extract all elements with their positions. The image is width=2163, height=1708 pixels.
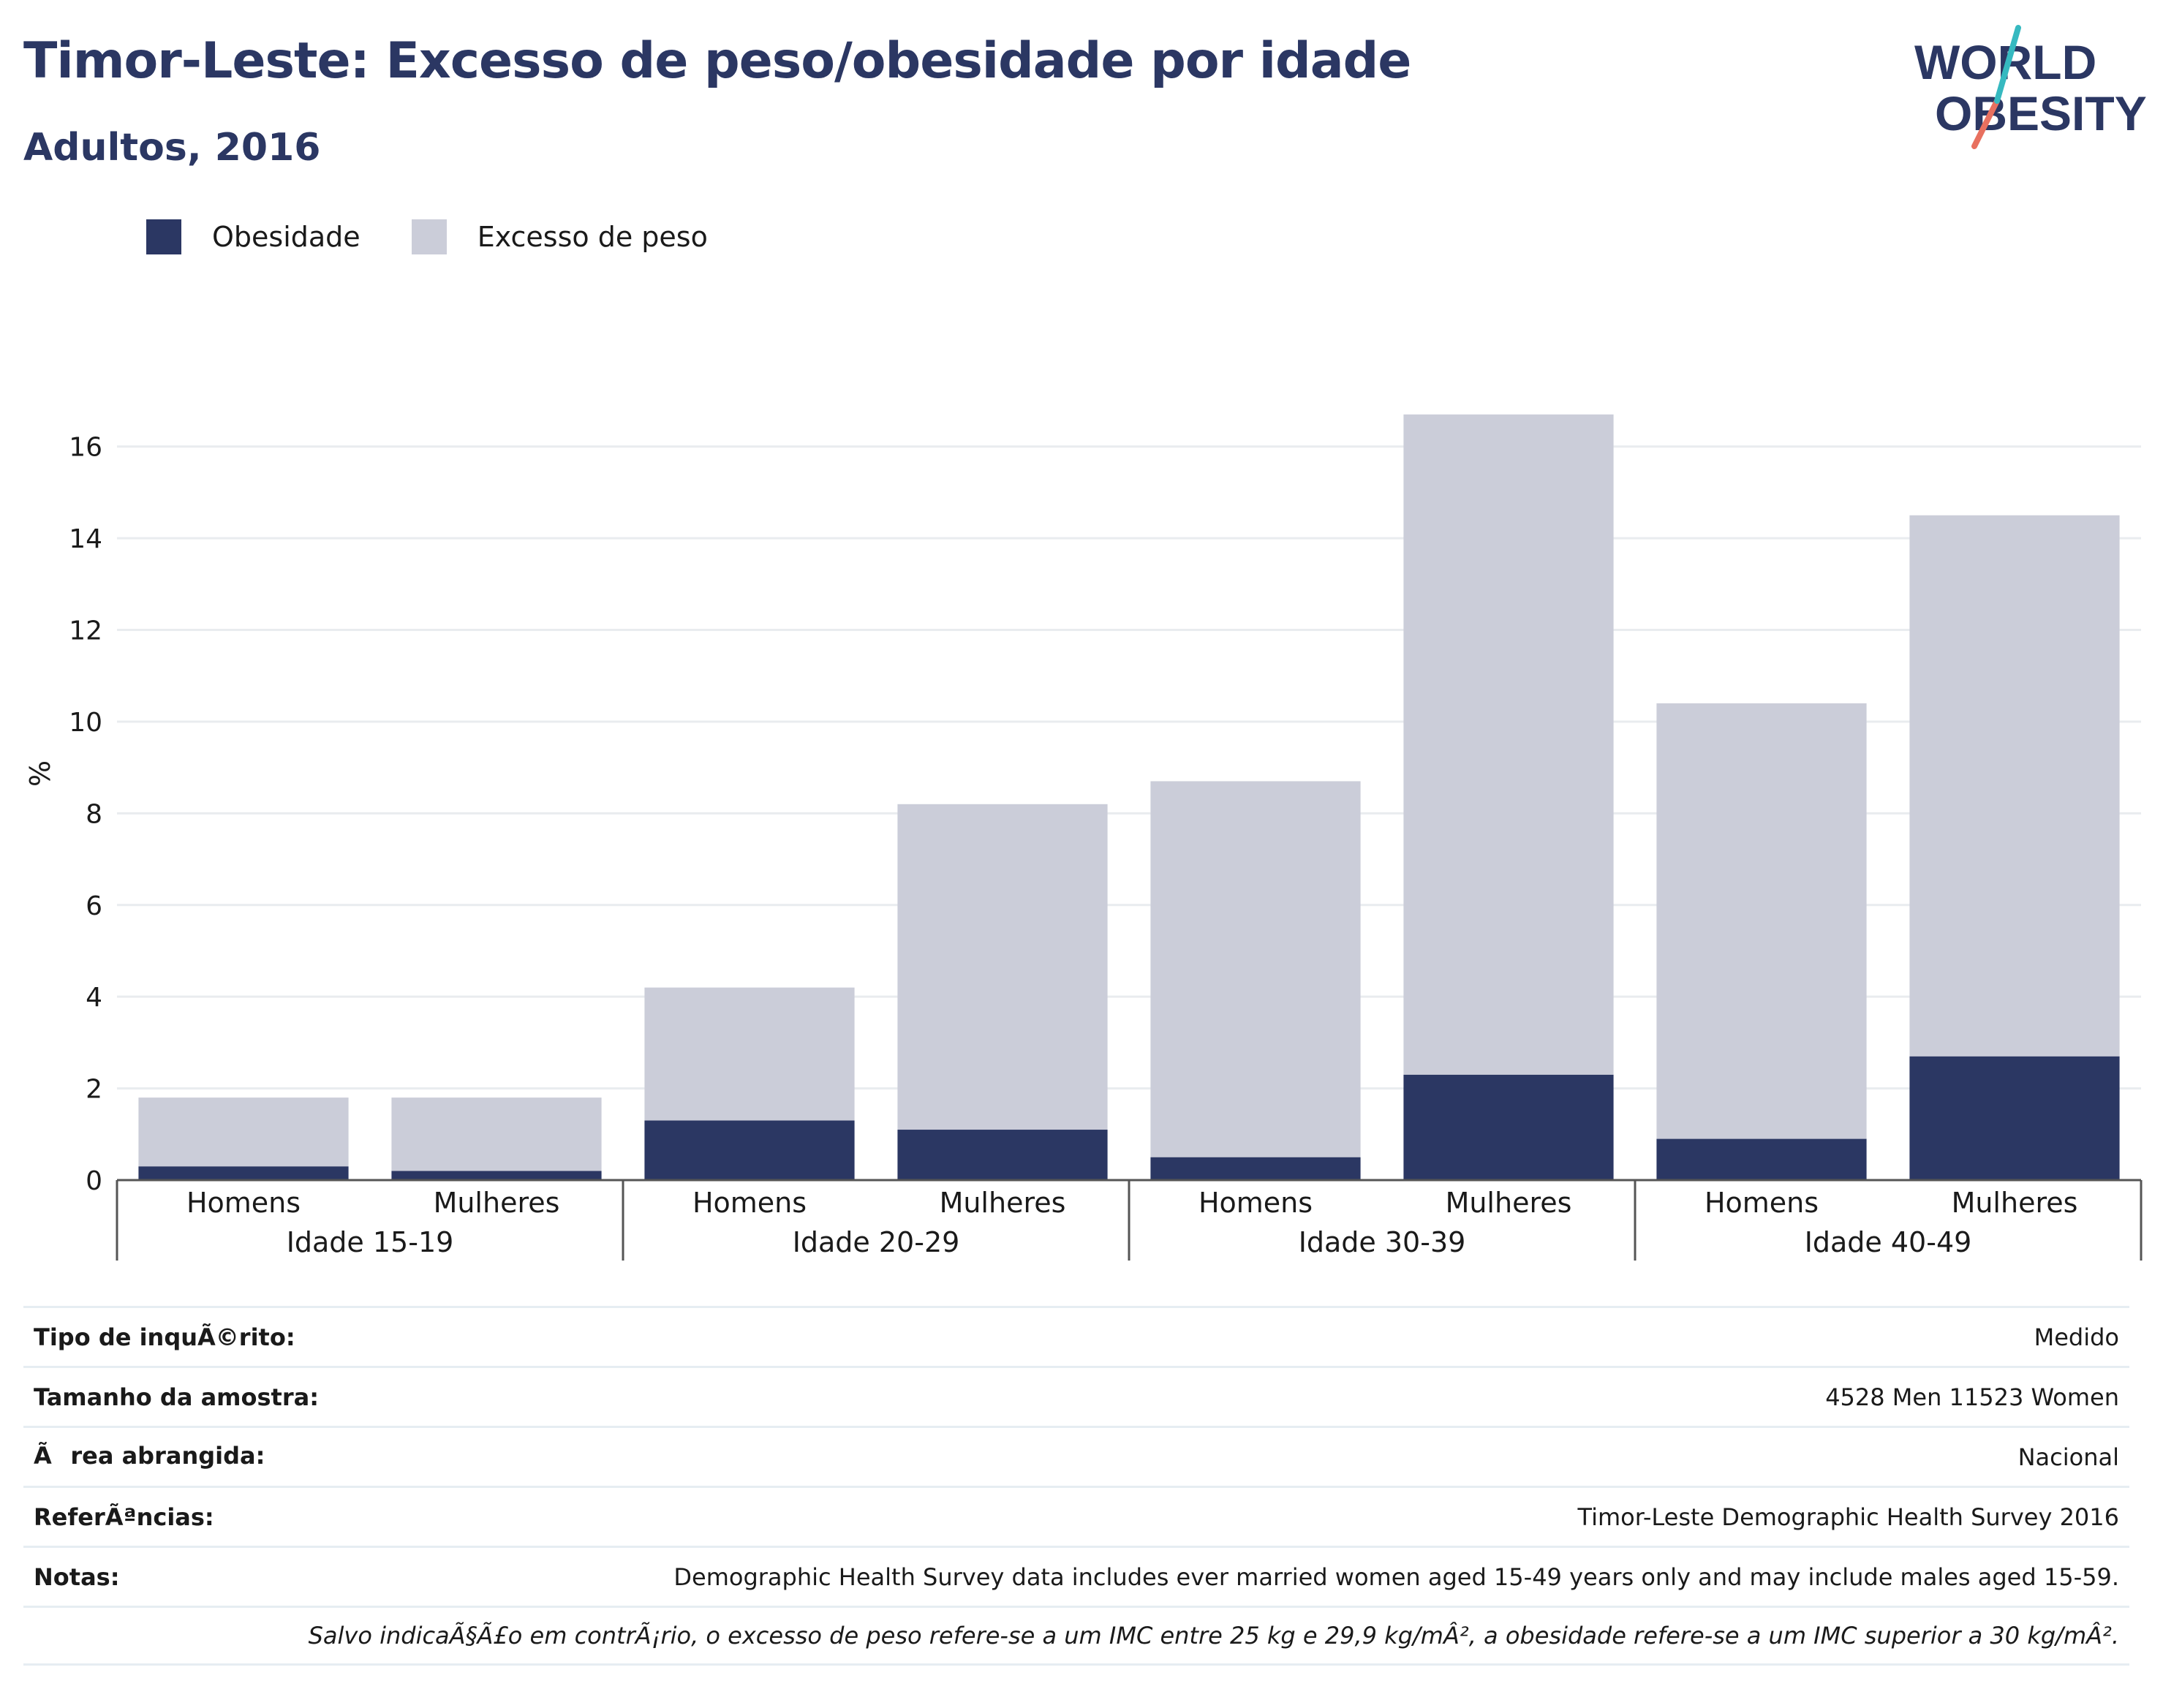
info-row-references: ReferÃªncias: Timor-Leste Demographic He… [23, 1486, 2129, 1546]
y-tick-label: 10 [69, 708, 102, 738]
legend-swatch-overweight [411, 219, 447, 254]
stacked-bar-chart: 0 2 4 6 8 10 12 14 16 Homens Mulheres Homens Mulhere… [24, 414, 2143, 1261]
logo-slash-teal [1994, 25, 2021, 104]
logo-line2: OBESITY [1935, 86, 2147, 140]
logo-slash-coral [1971, 98, 2000, 149]
legend-item-obesity[interactable]: Obesidade [146, 219, 360, 254]
x-group-label: Idade 30-39 [1299, 1226, 1466, 1258]
x-tick-label: Homens [1198, 1187, 1313, 1219]
chart-title: Timor-Leste: Excesso de peso/obesidade p… [23, 32, 1411, 90]
legend-swatch-obesity [146, 219, 181, 254]
bar-obesity [1909, 1056, 2120, 1180]
y-tick-label: 0 [86, 1166, 102, 1196]
bar-overweight [391, 1097, 602, 1171]
chart-legend: Obesidade Excesso de peso [146, 216, 759, 257]
bar-overweight [1403, 414, 1614, 1075]
y-tick-label: 16 [69, 433, 102, 463]
bar-obesity [1656, 1138, 1867, 1180]
info-label: Tipo de inquÃ©rito: [34, 1323, 295, 1351]
y-tick-label: 12 [69, 616, 102, 646]
bar-overweight [1909, 515, 2120, 1057]
footnote-text: Salvo indicaÃ§Ã£o em contrÃ¡rio, o exces… [308, 1622, 2119, 1650]
info-label: Ãrea abrangida: [34, 1442, 265, 1470]
info-table: Tipo de inquÃ©rito: Medido Tamanho da am… [23, 1306, 2129, 1666]
x-tick-label: Mulheres [940, 1187, 1066, 1219]
info-value: Timor-Leste Demographic Health Survey 20… [1577, 1503, 2119, 1531]
bar-overweight [897, 804, 1108, 1130]
chart-subtitle: Adultos, 2016 [23, 126, 321, 170]
x-tick-label: Mulheres [1952, 1187, 2078, 1219]
info-row-area: Ãrea abrangida: Nacional [23, 1426, 2129, 1486]
bar-overweight [1150, 781, 1361, 1157]
bar-overweight [138, 1097, 349, 1167]
info-label: Notas: [34, 1562, 120, 1591]
info-label: Tamanho da amostra: [34, 1383, 319, 1411]
x-group-label: Idade 15-19 [287, 1226, 454, 1258]
info-row-footnote: Salvo indicaÃ§Ã£o em contrÃ¡rio, o exces… [23, 1606, 2129, 1666]
bar-overweight [644, 987, 855, 1121]
world-obesity-logo: WORLD OBESITY [1914, 25, 2147, 149]
x-tick-label: Homens [1705, 1187, 1819, 1219]
y-tick-label: 4 [86, 983, 102, 1013]
x-tick-label: Homens [692, 1187, 807, 1219]
info-value: 4528 Men 11523 Women [1825, 1383, 2119, 1411]
bar-obesity [1403, 1074, 1614, 1180]
y-tick-label: 6 [86, 891, 102, 921]
bar-overweight [1656, 703, 1867, 1139]
info-value: Medido [2034, 1323, 2119, 1351]
x-group-label: Idade 40-49 [1805, 1226, 1972, 1258]
info-value: Nacional [2017, 1443, 2119, 1471]
info-label: ReferÃªncias: [34, 1503, 214, 1531]
legend-label-obesity: Obesidade [212, 221, 360, 253]
x-tick-label: Mulheres [434, 1187, 560, 1219]
y-tick-label: 14 [69, 524, 102, 554]
axes: 0 2 4 6 8 10 12 14 16 Homens Mulheres Homens Mulhere… [69, 433, 2143, 1261]
info-value: Demographic Health Survey data includes … [673, 1562, 2119, 1591]
y-axis-label: % [24, 760, 56, 787]
bar-obesity [138, 1166, 349, 1180]
bar-obesity [1150, 1157, 1361, 1180]
y-tick-label: 8 [86, 799, 102, 829]
info-row-notes: Notas: Demographic Health Survey data in… [23, 1546, 2129, 1606]
bars [138, 414, 2120, 1180]
x-tick-label: Mulheres [1446, 1187, 1572, 1219]
bar-obesity [897, 1130, 1108, 1180]
bar-obesity [391, 1171, 602, 1180]
x-group-label: Idade 20-29 [793, 1226, 960, 1258]
bar-obesity [644, 1120, 855, 1180]
legend-item-overweight[interactable]: Excesso de peso [411, 219, 708, 254]
x-tick-label: Homens [186, 1187, 301, 1219]
info-row-sample-size: Tamanho da amostra: 4528 Men 11523 Women [23, 1366, 2129, 1426]
info-row-survey-type: Tipo de inquÃ©rito: Medido [23, 1306, 2129, 1366]
legend-label-overweight: Excesso de peso [477, 221, 708, 253]
y-tick-label: 2 [86, 1075, 102, 1105]
